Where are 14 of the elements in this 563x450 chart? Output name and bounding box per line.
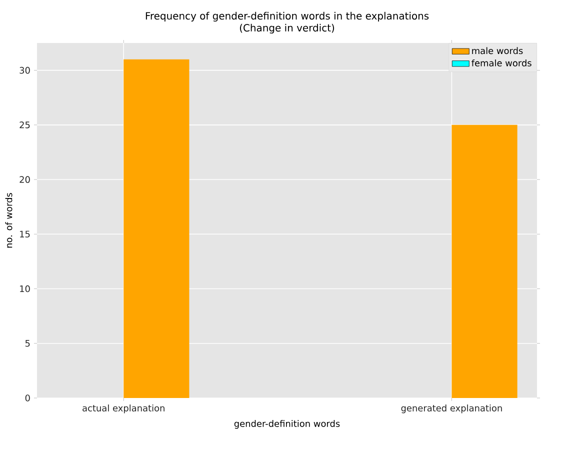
x-tick-label: actual explanation — [82, 404, 164, 414]
chart-title: Frequency of gender-definition words in the explanations (Change in verdict) — [146, 12, 429, 34]
y-tick-label: 5 — [25, 340, 30, 347]
legend-label: female words — [472, 59, 532, 66]
x-tick-label: generated explanation — [401, 404, 502, 414]
legend-label: male words — [472, 47, 523, 54]
y-tick-label: 20 — [20, 176, 30, 183]
y-axis-title: no. of words — [5, 192, 12, 248]
x-axis-title: gender-definition words — [234, 420, 340, 429]
y-tick-label: 15 — [20, 230, 30, 238]
y-tick-label: 25 — [20, 122, 30, 128]
y-tick-label: 10 — [20, 285, 30, 292]
y-tick-label: 0 — [25, 394, 30, 402]
y-tick-label: 30 — [20, 66, 30, 74]
